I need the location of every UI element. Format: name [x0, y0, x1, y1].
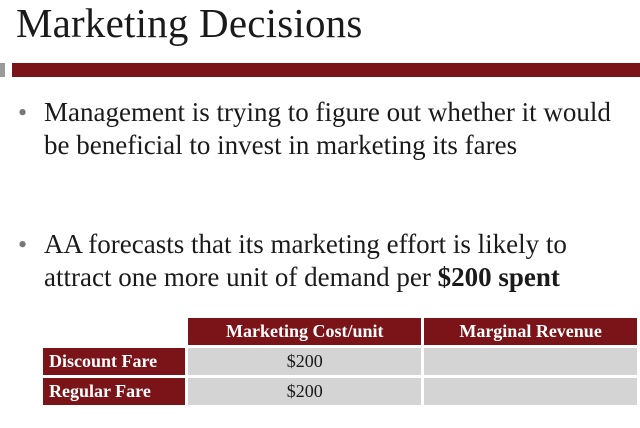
table-corner-cell: [43, 318, 186, 345]
column-header-marketing-cost: Marketing Cost/unit: [188, 318, 422, 345]
cell-regular-revenue: [424, 378, 637, 405]
table-row: Regular Fare $200: [43, 378, 637, 405]
cell-regular-cost: $200: [188, 378, 422, 405]
slide-title: Marketing Decisions: [16, 0, 363, 46]
title-divider-bar: [12, 63, 640, 77]
row-header-regular-fare: Regular Fare: [43, 378, 186, 405]
row-header-discount-fare: Discount Fare: [43, 348, 186, 375]
column-header-marginal-revenue: Marginal Revenue: [424, 318, 637, 345]
title-bar-side-marker: [0, 63, 5, 77]
bullet-text-2-main: AA forecasts that its marketing effort i…: [44, 229, 567, 292]
bullet-marker: •: [18, 98, 28, 127]
cell-discount-cost: $200: [188, 348, 422, 375]
table-row: Discount Fare $200: [43, 348, 637, 375]
bullet-text-2-bold: $200 spent: [437, 262, 560, 292]
bullet-text-1: Management is trying to figure out wheth…: [44, 97, 611, 160]
bullet-text-2: AA forecasts that its marketing effort i…: [44, 228, 640, 294]
table-header-row: Marketing Cost/unit Marginal Revenue: [43, 318, 637, 345]
cell-discount-revenue: [424, 348, 637, 375]
marketing-table: Marketing Cost/unit Marginal Revenue Dis…: [40, 315, 640, 408]
bullet-marker: •: [18, 230, 28, 259]
